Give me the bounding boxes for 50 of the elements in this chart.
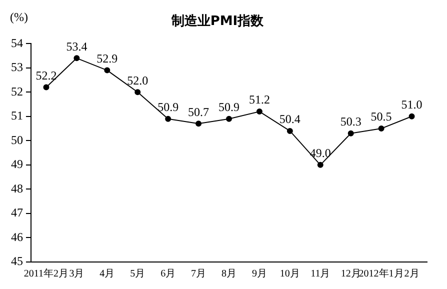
data-label: 51.2 [248, 92, 270, 107]
y-tick-label: 51 [11, 108, 23, 123]
point [43, 84, 50, 90]
data-label: 50.7 [188, 104, 210, 119]
y-tick-label: 45 [11, 254, 23, 268]
data-label: 51.0 [401, 98, 422, 112]
data-label: 52.2 [36, 68, 57, 82]
x-tick-label: 8月 [222, 268, 236, 280]
x-tick-label: 3月 [69, 268, 84, 280]
data-label: 52.9 [96, 51, 118, 66]
x-tick-label: 4月 [100, 268, 115, 280]
data-label: 53.4 [66, 39, 88, 54]
point [286, 128, 293, 134]
x-tick-label: 2011年2月 [24, 268, 69, 280]
data-label: 50.3 [340, 114, 362, 129]
x-tick-label: 2012年1月 [358, 268, 404, 280]
point [104, 67, 110, 74]
y-tick-label: 49 [11, 157, 23, 172]
x-tick-label: 5月 [130, 268, 146, 280]
y-tick-label: 48 [11, 181, 23, 196]
x-tick-label: 11月 [310, 268, 330, 280]
y-axis-title: (%) [10, 10, 28, 24]
point [74, 55, 80, 62]
data-label: 50.4 [279, 112, 300, 126]
point [226, 116, 232, 122]
point [196, 120, 202, 127]
data-label: 50.9 [218, 100, 240, 114]
y-tick-label: 50 [11, 132, 23, 147]
x-tick-label: 2月 [404, 268, 420, 280]
point [408, 113, 415, 120]
data-label: 52.0 [127, 73, 148, 88]
x-tick-label: 9月 [252, 268, 267, 280]
y-tick-label: 52 [11, 84, 23, 98]
x-tick-label: 7月 [191, 268, 206, 280]
x-tick-label: 10月 [280, 268, 300, 280]
chart-title: 制造业PMI指数 [170, 14, 265, 30]
data-label: 50.5 [370, 110, 392, 124]
point [317, 162, 324, 168]
y-tick-label: 47 [11, 206, 23, 220]
y-tick-label: 54 [11, 36, 23, 50]
x-tick-label: 6月 [160, 268, 176, 280]
y-tick-label: 53 [11, 60, 23, 74]
point [256, 108, 262, 115]
data-label: 49.0 [310, 146, 331, 160]
point [348, 130, 354, 136]
point [378, 126, 384, 132]
point [165, 116, 172, 122]
data-label: 50.9 [158, 100, 179, 114]
point [134, 89, 141, 96]
y-tick-label: 46 [11, 230, 23, 244]
